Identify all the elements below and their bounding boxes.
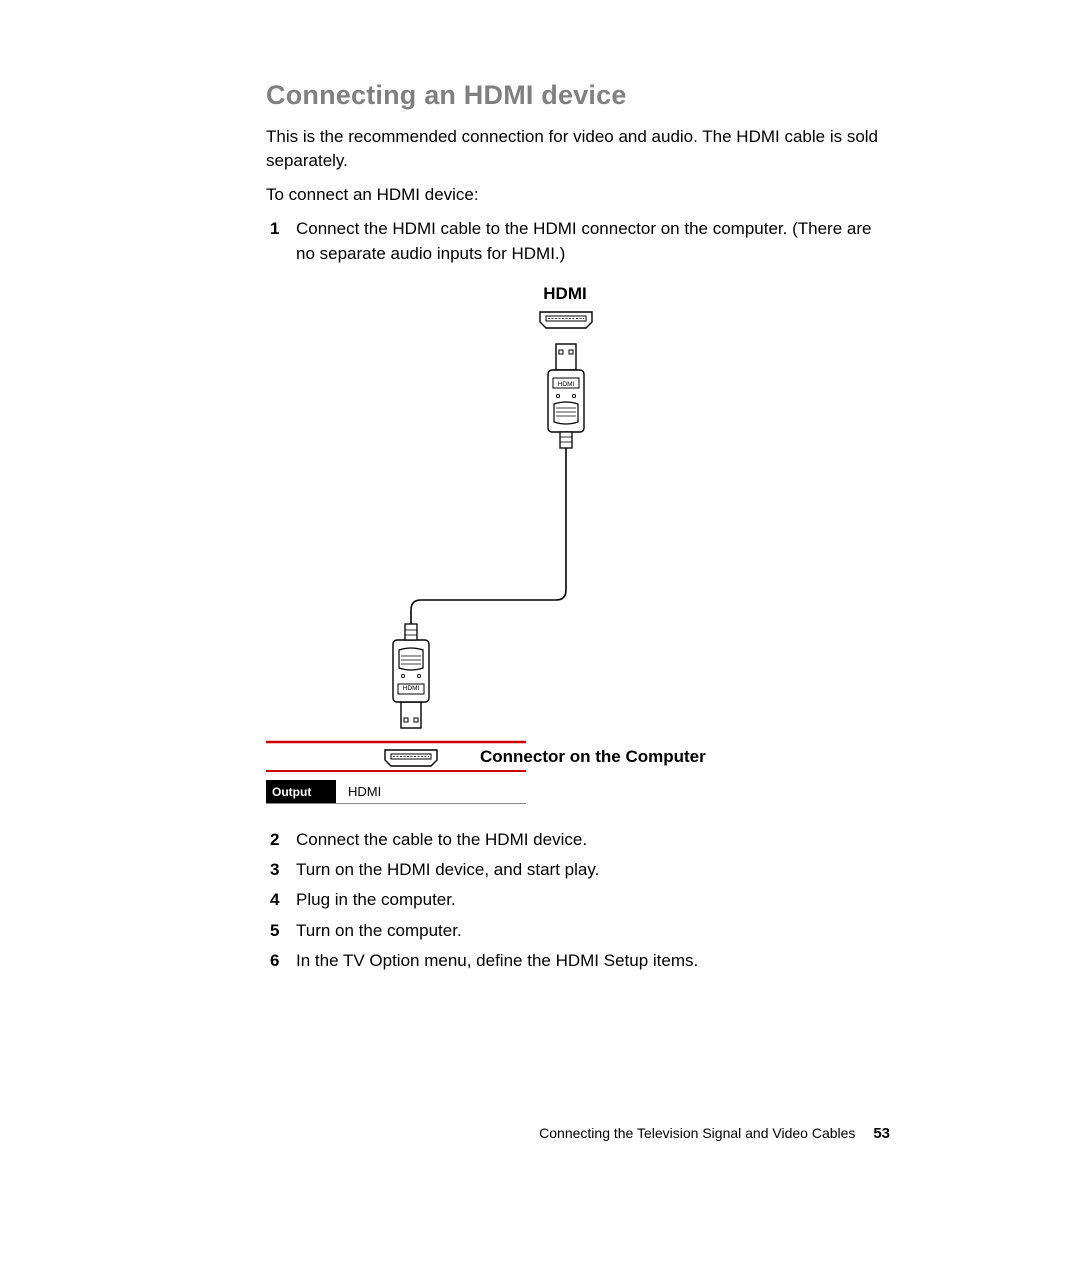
list-item: 2 Connect the cable to the HDMI device. <box>266 828 886 852</box>
hdmi-diagram: HDMI HDMI <box>266 284 886 805</box>
connector-caption: Connector on the Computer <box>480 747 706 766</box>
step-number: 4 <box>266 888 296 912</box>
intro-paragraph-2: To connect an HDMI device: <box>266 183 886 207</box>
output-value: HDMI <box>336 780 526 804</box>
page-number: 53 <box>873 1125 890 1142</box>
step-number: 5 <box>266 919 296 943</box>
list-item: 4 Plug in the computer. <box>266 888 886 912</box>
step-list: 1 Connect the HDMI cable to the HDMI con… <box>266 217 886 265</box>
list-item: 5 Turn on the computer. <box>266 919 886 943</box>
cable-path <box>411 448 566 624</box>
plug-label: HDMI <box>558 381 575 388</box>
output-table: Output HDMI <box>266 780 526 804</box>
page-footer: Connecting the Television Signal and Vid… <box>539 1125 890 1142</box>
step-text: Connect the cable to the HDMI device. <box>296 828 886 852</box>
intro-paragraph-1: This is the recommended connection for v… <box>266 125 886 173</box>
footer-text: Connecting the Television Signal and Vid… <box>539 1125 855 1141</box>
step-number: 6 <box>266 949 296 973</box>
table-row: Output HDMI <box>266 780 526 804</box>
step-text: In the TV Option menu, define the HDMI S… <box>296 949 886 973</box>
step-text: Connect the HDMI cable to the HDMI conne… <box>296 217 886 265</box>
hdmi-plug-bottom-icon: HDMI <box>393 624 429 728</box>
step-text: Turn on the computer. <box>296 919 886 943</box>
list-item: 1 Connect the HDMI cable to the HDMI con… <box>266 217 886 265</box>
cable-illustration: HDMI <box>266 310 886 770</box>
step-number: 2 <box>266 828 296 852</box>
step-text: Turn on the HDMI device, and start play. <box>296 858 886 882</box>
step-list-cont: 2 Connect the cable to the HDMI device. … <box>266 828 886 973</box>
output-header: Output <box>266 780 336 804</box>
list-item: 3 Turn on the HDMI device, and start pla… <box>266 858 886 882</box>
document-page: Connecting an HDMI device This is the re… <box>266 80 886 979</box>
section-title: Connecting an HDMI device <box>266 80 886 111</box>
diagram-top-label: HDMI <box>510 284 620 304</box>
list-item: 6 In the TV Option menu, define the HDMI… <box>266 949 886 973</box>
svg-text:HDMI: HDMI <box>403 685 420 692</box>
step-number: 3 <box>266 858 296 882</box>
step-number: 1 <box>266 217 296 265</box>
hdmi-plug-top-icon: HDMI <box>548 344 584 448</box>
hdmi-port-bottom-icon <box>385 750 437 766</box>
hdmi-port-top-icon <box>540 312 592 328</box>
step-text: Plug in the computer. <box>296 888 886 912</box>
